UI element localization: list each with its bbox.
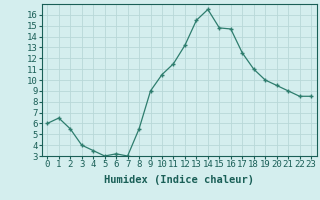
X-axis label: Humidex (Indice chaleur): Humidex (Indice chaleur) xyxy=(104,175,254,185)
